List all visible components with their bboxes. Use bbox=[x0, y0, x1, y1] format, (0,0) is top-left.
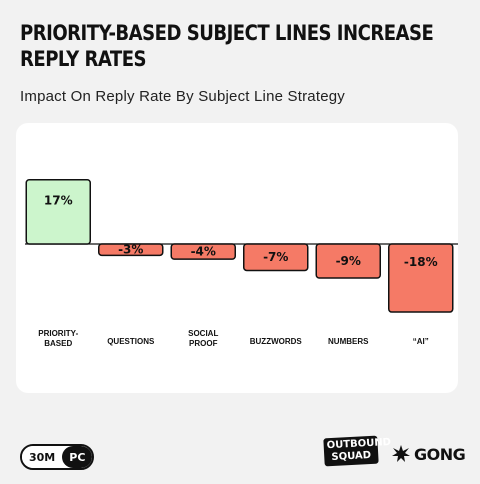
bar-4 bbox=[315, 243, 381, 279]
outbound-logo-line2: SQUAD bbox=[331, 449, 372, 464]
bar-5 bbox=[388, 243, 454, 313]
bar-chart: 17% PRIORITY-BASED -3% QUESTIONS -4% SOCIAL PR… bbox=[25, 178, 458, 348]
bar-value-label-4: -9% bbox=[336, 254, 361, 268]
bar-value-label-2: -4% bbox=[191, 245, 216, 259]
category-label-4: NUMBERS bbox=[328, 337, 369, 346]
bar-2 bbox=[170, 243, 236, 260]
bar-value-label-5: -18% bbox=[404, 255, 438, 269]
category-label-0: PRIORITY-BASED bbox=[38, 329, 78, 348]
gong-logo: GONG bbox=[391, 441, 466, 467]
category-label-5: “AI” bbox=[413, 337, 429, 346]
starburst-icon bbox=[392, 445, 410, 462]
page-title: PRIORITY-BASED SUBJECT LINES INCREASE RE… bbox=[20, 21, 434, 71]
brand-badge: 30M PC bbox=[20, 444, 95, 470]
badge-pc: PC bbox=[62, 446, 93, 468]
badge-30m: 30M bbox=[22, 446, 63, 468]
bar-value-label-0: 17% bbox=[44, 194, 73, 208]
bar-value-label-1: -3% bbox=[118, 243, 143, 257]
bar-0 bbox=[25, 178, 91, 245]
outbound-squad-logo: OUTBOUND SQUAD bbox=[323, 435, 391, 469]
category-label-1: QUESTIONS bbox=[107, 337, 155, 346]
bar-1 bbox=[98, 243, 164, 257]
bar-3 bbox=[243, 243, 309, 272]
chart-card: 17% PRIORITY-BASED -3% QUESTIONS -4% SOCIAL PR… bbox=[16, 123, 458, 393]
gong-logo-text: GONG bbox=[414, 444, 466, 464]
category-label-2: SOCIAL PROOF bbox=[188, 329, 218, 348]
page-subtitle: Impact On Reply Rate By Subject Line Str… bbox=[20, 88, 345, 105]
bar-value-label-3: -7% bbox=[263, 250, 288, 264]
category-label-3: BUZZWORDS bbox=[250, 337, 303, 346]
